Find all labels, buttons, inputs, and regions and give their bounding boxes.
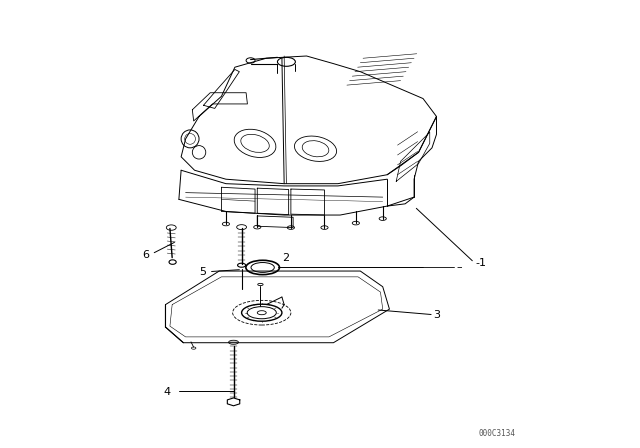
Text: 2: 2 [282, 254, 289, 263]
Text: 5: 5 [199, 267, 206, 277]
Text: 4: 4 [163, 387, 170, 396]
Text: –: – [457, 262, 462, 272]
Text: 000C3134: 000C3134 [479, 429, 515, 438]
Text: 3: 3 [433, 310, 440, 320]
Text: 6: 6 [142, 250, 149, 260]
Text: -1: -1 [476, 258, 487, 268]
